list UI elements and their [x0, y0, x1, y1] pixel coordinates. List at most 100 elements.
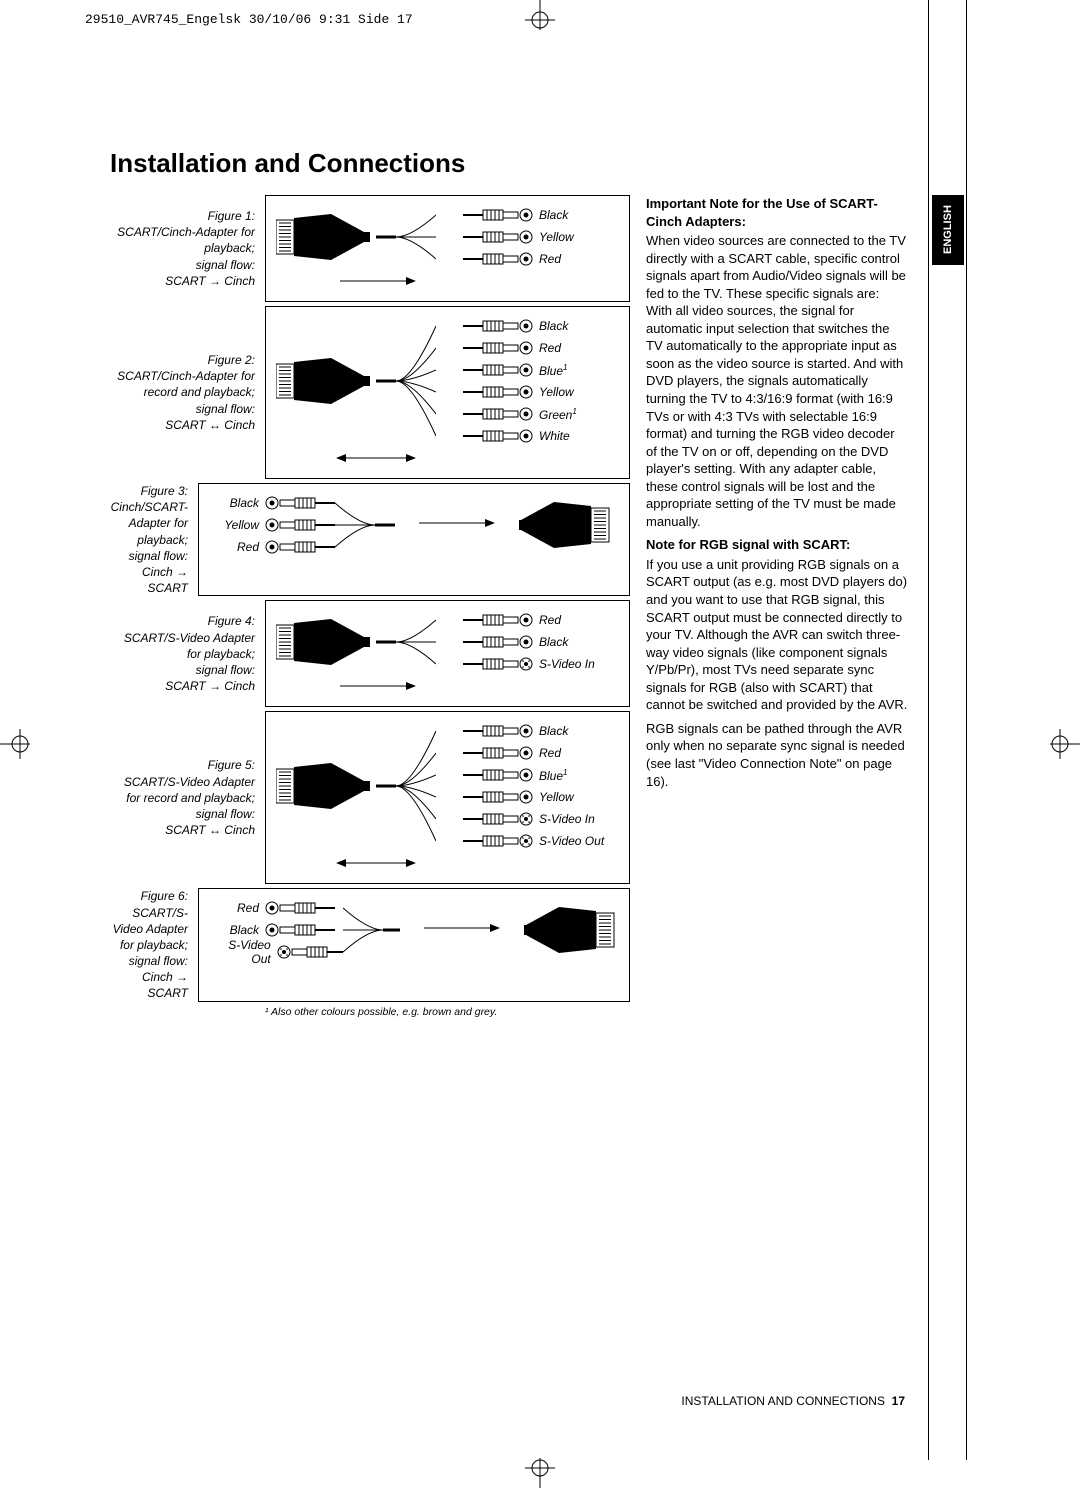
cable-row: Blue1 — [436, 764, 619, 786]
cable-label: Red — [209, 901, 259, 915]
signal-arrow — [336, 856, 619, 875]
cable-row: S-Video Out — [209, 941, 343, 963]
rca-plug-icon — [463, 428, 533, 444]
cable-label: S-Video Out — [539, 834, 619, 848]
cable-row: Yellow — [436, 381, 619, 403]
cable-row: Red — [436, 337, 619, 359]
cable-row: Red — [436, 742, 619, 764]
cable-fan-icon — [343, 897, 400, 963]
figure-block: Figure 6:SCART/S-Video Adapterfor playba… — [110, 888, 630, 1001]
rca-plug-icon — [463, 745, 533, 761]
page-title: Installation and Connections — [110, 148, 465, 179]
figure-diagram: Red Black S-Video Out — [198, 888, 630, 1001]
cable-label: S-Video Out — [209, 938, 271, 966]
svideo-plug-icon — [463, 833, 533, 849]
cable-label: Yellow — [209, 518, 259, 532]
body-paragraph: If you use a unit providing RGB signals … — [646, 556, 908, 714]
cable-row: Red — [209, 897, 343, 919]
crop-mark-right — [1040, 724, 1080, 764]
figure-caption: Figure 6:SCART/S-Video Adapterfor playba… — [110, 888, 198, 1001]
cable-fan-icon — [376, 720, 436, 852]
cable-label: Black — [539, 724, 619, 738]
figure-diagram: Black Yellow Red — [265, 195, 630, 302]
cable-label: Yellow — [539, 790, 619, 804]
rca-plug-icon — [265, 495, 335, 511]
print-header: 29510_AVR745_Engelsk 30/10/06 9:31 Side … — [85, 12, 413, 27]
rca-plug-icon — [463, 723, 533, 739]
language-tab: ENGLISH — [932, 195, 964, 265]
rca-plug-icon — [265, 922, 335, 938]
cable-label: Red — [539, 341, 619, 355]
scart-connector-icon — [276, 617, 376, 667]
cable-row: Black — [436, 720, 619, 742]
svideo-plug-icon — [277, 944, 343, 960]
cable-fan-icon — [376, 204, 436, 270]
diagram-area: Figure 1:SCART/Cinch-Adapter forplayback… — [110, 195, 630, 1018]
scart-connector-icon — [276, 212, 376, 262]
cable-row: Black — [436, 204, 619, 226]
scart-connector-icon — [276, 356, 376, 406]
rca-plug-icon — [265, 517, 335, 533]
cable-label: S-Video In — [539, 812, 619, 826]
rca-plug-icon — [463, 789, 533, 805]
figure-block: Figure 2:SCART/Cinch-Adapter forrecord a… — [110, 306, 630, 479]
cable-label: Green1 — [539, 407, 619, 422]
signal-arrow — [420, 921, 504, 940]
figure-caption: Figure 1:SCART/Cinch-Adapter forplayback… — [110, 195, 265, 302]
cable-row: Black — [209, 492, 335, 514]
cable-fan-icon — [376, 315, 436, 447]
rca-plug-icon — [463, 229, 533, 245]
rca-plug-icon — [463, 384, 533, 400]
cable-row: Yellow — [209, 514, 335, 536]
crop-mark-top — [520, 0, 560, 40]
rca-plug-icon — [463, 612, 533, 628]
cable-label: Blue1 — [539, 363, 619, 378]
cable-row: Red — [209, 536, 335, 558]
rca-plug-icon — [463, 318, 533, 334]
rca-plug-icon — [463, 207, 533, 223]
subheading: Important Note for the Use of SCART-Cinc… — [646, 195, 908, 230]
cable-label: White — [539, 429, 619, 443]
figure-caption: Figure 4:SCART/S-Video Adapterfor playba… — [110, 600, 265, 707]
cable-fan-icon — [376, 609, 436, 675]
scart-connector-icon — [519, 500, 619, 550]
cable-row: S-Video In — [436, 653, 619, 675]
figure-caption: Figure 3:Cinch/SCART-Adapter forplayback… — [110, 483, 198, 596]
signal-arrow — [415, 516, 499, 535]
cable-row: Red — [436, 609, 619, 631]
cable-label: Black — [539, 635, 619, 649]
vertical-rule — [966, 0, 967, 1460]
cable-label: Black — [209, 496, 259, 510]
footer: INSTALLATION AND CONNECTIONS 17 — [681, 1394, 905, 1408]
cable-row: Black — [436, 315, 619, 337]
rca-plug-icon — [265, 539, 335, 555]
cable-row: S-Video Out — [436, 830, 619, 852]
body-paragraph: When video sources are connected to the … — [646, 232, 908, 530]
rca-plug-icon — [463, 340, 533, 356]
cable-label: Yellow — [539, 230, 619, 244]
cable-label: Blue1 — [539, 768, 619, 783]
figure-diagram: Black Red Blue1 Yellow — [265, 306, 630, 479]
figure-block: Figure 3:Cinch/SCART-Adapter forplayback… — [110, 483, 630, 596]
cable-row: Yellow — [436, 786, 619, 808]
page-number: 17 — [892, 1394, 905, 1408]
footnote: ¹ Also other colours possible, e.g. brow… — [265, 1006, 630, 1018]
body-paragraph: RGB signals can be pathed through the AV… — [646, 720, 908, 790]
cable-row: Green1 — [436, 403, 619, 425]
cable-label: Black — [539, 319, 619, 333]
cable-row: Red — [436, 248, 619, 270]
figure-block: Figure 5:SCART/S-Video Adapterfor record… — [110, 711, 630, 884]
cable-row: Yellow — [436, 226, 619, 248]
figure-diagram: Black Yellow Red — [198, 483, 630, 596]
footer-text: INSTALLATION AND CONNECTIONS — [681, 1394, 885, 1408]
figure-caption: Figure 2:SCART/Cinch-Adapter forrecord a… — [110, 306, 265, 479]
rca-plug-icon — [463, 251, 533, 267]
signal-arrow — [336, 274, 619, 293]
figure-diagram: Black Red Blue1 Yellow — [265, 711, 630, 884]
figure-block: Figure 1:SCART/Cinch-Adapter forplayback… — [110, 195, 630, 302]
svideo-plug-icon — [463, 811, 533, 827]
cable-row: S-Video In — [436, 808, 619, 830]
signal-arrow — [336, 451, 619, 470]
cable-row: Black — [436, 631, 619, 653]
cable-label: Red — [539, 613, 619, 627]
